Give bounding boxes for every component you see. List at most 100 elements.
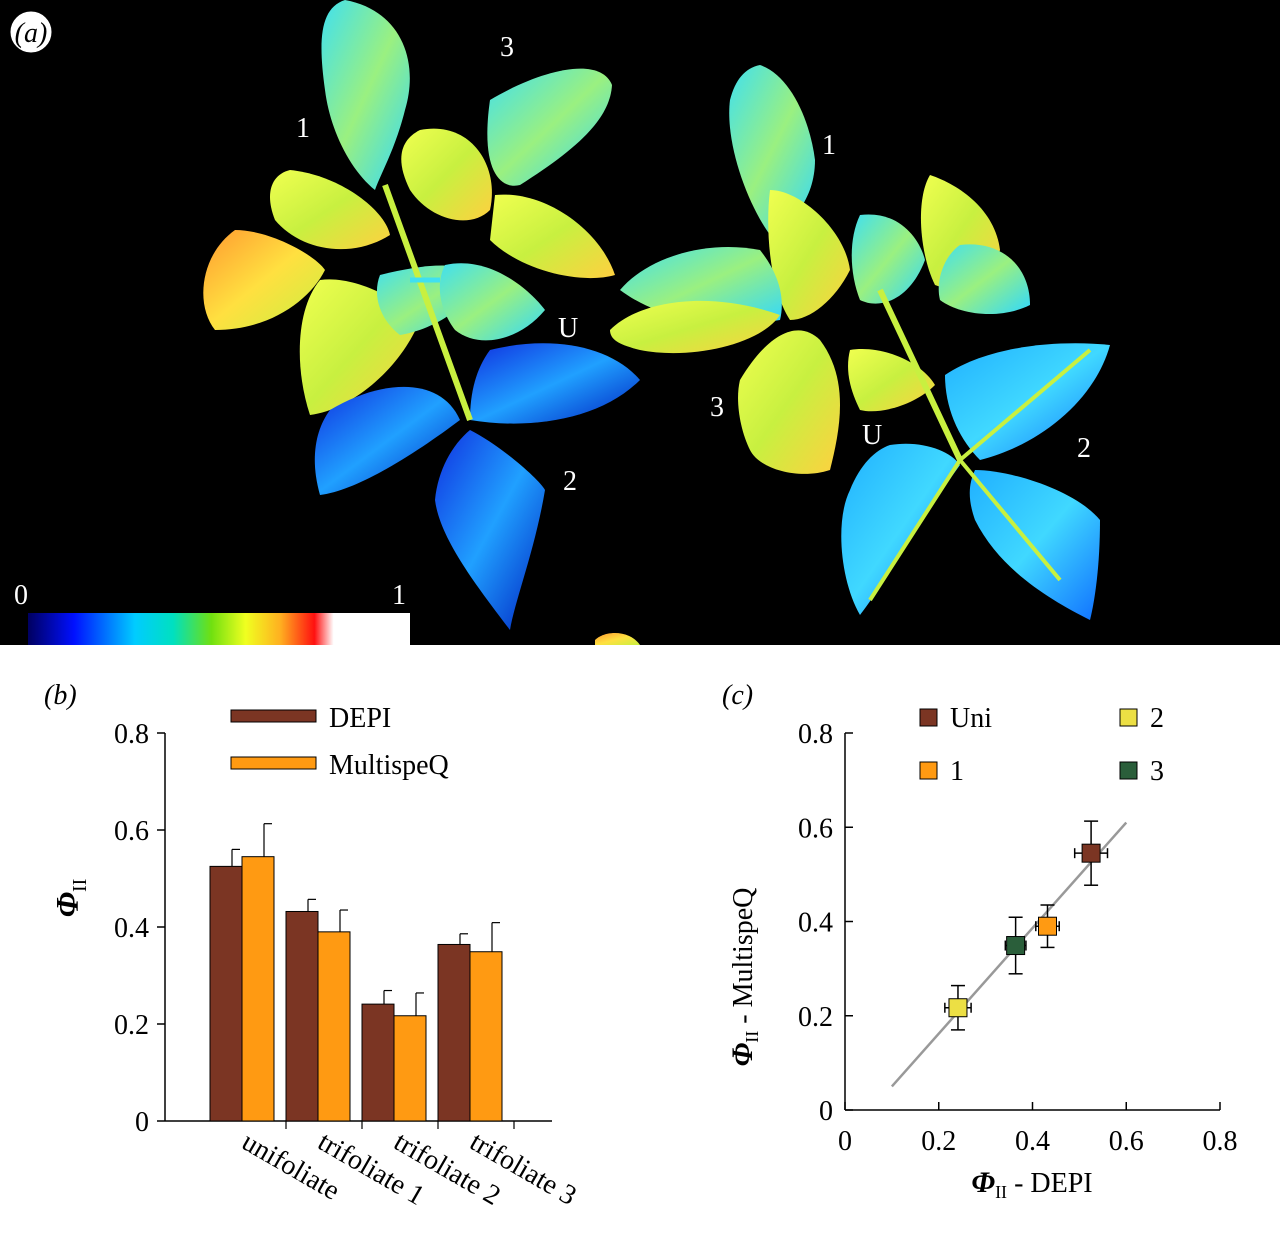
legend-swatch (230, 709, 317, 723)
svg-text:ΦII: ΦII (49, 879, 91, 918)
panel-b-label: (b) (44, 680, 77, 711)
leaf (487, 68, 612, 186)
y-tick-label: 0 (819, 1096, 833, 1127)
y-tick-label: 0.6 (798, 813, 833, 844)
x-axis-label-subscript: II (995, 1182, 1007, 1202)
leaf (270, 170, 390, 250)
x-axis-label: ΦII - DEPI (971, 1166, 1092, 1202)
y-axis-label-symbol: Φ (49, 892, 85, 917)
legend-swatch (1119, 761, 1138, 780)
leaf-label-left-u: U (558, 313, 578, 344)
bar (437, 943, 471, 1122)
panel-label-circle (9, 10, 53, 54)
left-plant (203, 0, 640, 630)
leaf (470, 343, 640, 424)
colorbar (28, 613, 410, 645)
fluorescence-image-panel: 1 3 U 2 1 3 U 2 (a) 0 1 (0, 0, 1280, 645)
y-tick-label: 0.4 (798, 908, 833, 939)
bars (209, 823, 503, 1122)
leaf (841, 443, 960, 615)
data-point (1081, 843, 1101, 863)
leaf-label-left-2: 2 (563, 466, 577, 497)
leaf (729, 65, 815, 235)
bar (317, 931, 351, 1122)
scatter-chart: (c) Uni 21 3 00.20.40.60.80 0.2 0.4 0.6 0.8 ΦI… (722, 680, 1238, 1202)
leaf (851, 214, 925, 304)
y-axis-label-subscript: II (69, 879, 91, 892)
x-tick-label: 0 (838, 1126, 852, 1157)
panel-c-label: (c) (722, 680, 753, 711)
leaf-stem (958, 458, 1062, 582)
legend-swatch (919, 708, 938, 727)
leaf (620, 246, 782, 324)
bar (469, 951, 503, 1122)
leaf (439, 263, 545, 341)
data-point (1038, 916, 1057, 936)
points (944, 820, 1109, 1031)
leaf-label-left-1: 1 (296, 113, 310, 144)
legend-label: 1 (950, 756, 964, 787)
leaf (401, 128, 492, 221)
leaf (490, 194, 615, 279)
leaf-stem (382, 183, 473, 422)
leaf (610, 300, 780, 354)
x-tick-label: 0.8 (1203, 1126, 1238, 1157)
legend-swatch (1119, 708, 1138, 727)
leaf (768, 190, 850, 320)
leaf (321, 0, 410, 190)
leaf (203, 230, 325, 330)
leaf (314, 386, 460, 495)
bar-chart-panel: (b) DEPI MultispeQ 0 0.2 0.4 0.6 0.8 unifoliat… (0, 660, 640, 1238)
y-axis-label-subscript: II (742, 1031, 762, 1043)
leaf-label-left-3: 3 (500, 32, 514, 63)
y-tick-label: 0.6 (114, 816, 149, 847)
x-tick-label: 0.2 (921, 1126, 956, 1157)
leaf-label-right-3: 3 (710, 392, 724, 423)
legend: DEPI MultispeQ (230, 703, 449, 781)
x-tick-label: 0.4 (1015, 1126, 1050, 1157)
legend-label: MultispeQ (329, 750, 449, 781)
x-axis-label-suffix: - DEPI (1007, 1168, 1093, 1199)
y-axis-label-suffix: - MultispeQ (728, 888, 759, 1031)
bar (393, 1015, 427, 1122)
y-tick-label: 0.2 (798, 1002, 833, 1033)
y-axis-label: ΦII - MultispeQ (726, 888, 762, 1067)
bar (361, 1003, 395, 1122)
leaf (969, 470, 1100, 620)
scatter-chart-panel: (c) Uni 2 1 3 0 0.2 0.4 0.6 0.8 0 0.2 0.4 0.6 0.8 ΦI… (640, 660, 1280, 1238)
legend-label: Uni (950, 703, 992, 734)
leaf (938, 244, 1030, 315)
axes: 0 0.2 0.4 0.6 0.8 0 0.2 0.4 0.6 0.8 (798, 719, 1238, 1157)
leaf-stem (868, 458, 962, 602)
legend: Uni 2 1 3 (919, 703, 1164, 787)
bar (241, 856, 275, 1122)
y-tick-label: 0.4 (114, 913, 149, 944)
data-point (948, 998, 968, 1018)
right-plant (610, 65, 1110, 620)
legend-label: DEPI (329, 703, 391, 734)
bar (209, 865, 243, 1122)
leaf (595, 633, 640, 645)
colorbar-max-label: 1 (392, 580, 406, 611)
panel-a-label: (a) (15, 18, 48, 49)
leaf-label-right-u: U (862, 420, 882, 451)
legend-label: 3 (1150, 756, 1164, 787)
y-axis-label-symbol: Φ (726, 1042, 759, 1066)
y-tick-label: 0 (135, 1107, 149, 1138)
legend-swatch (919, 761, 938, 780)
legend-label: 2 (1150, 703, 1164, 734)
data-point (1006, 936, 1026, 956)
leaf (435, 430, 545, 630)
x-axis-label-symbol: Φ (971, 1166, 995, 1199)
leaf-label-right-1: 1 (822, 130, 836, 161)
leaf-label-right-2: 2 (1077, 433, 1091, 464)
legend-swatch (230, 756, 317, 770)
leaf-stem (958, 348, 1092, 462)
y-tick-label: 0.2 (114, 1010, 149, 1041)
x-tick-label: 0.6 (1109, 1126, 1144, 1157)
colorbar-min-label: 0 (14, 580, 28, 611)
leaf-stem (877, 288, 963, 462)
y-tick-label: 0.8 (798, 719, 833, 750)
y-tick-label: 0.8 (114, 719, 149, 750)
